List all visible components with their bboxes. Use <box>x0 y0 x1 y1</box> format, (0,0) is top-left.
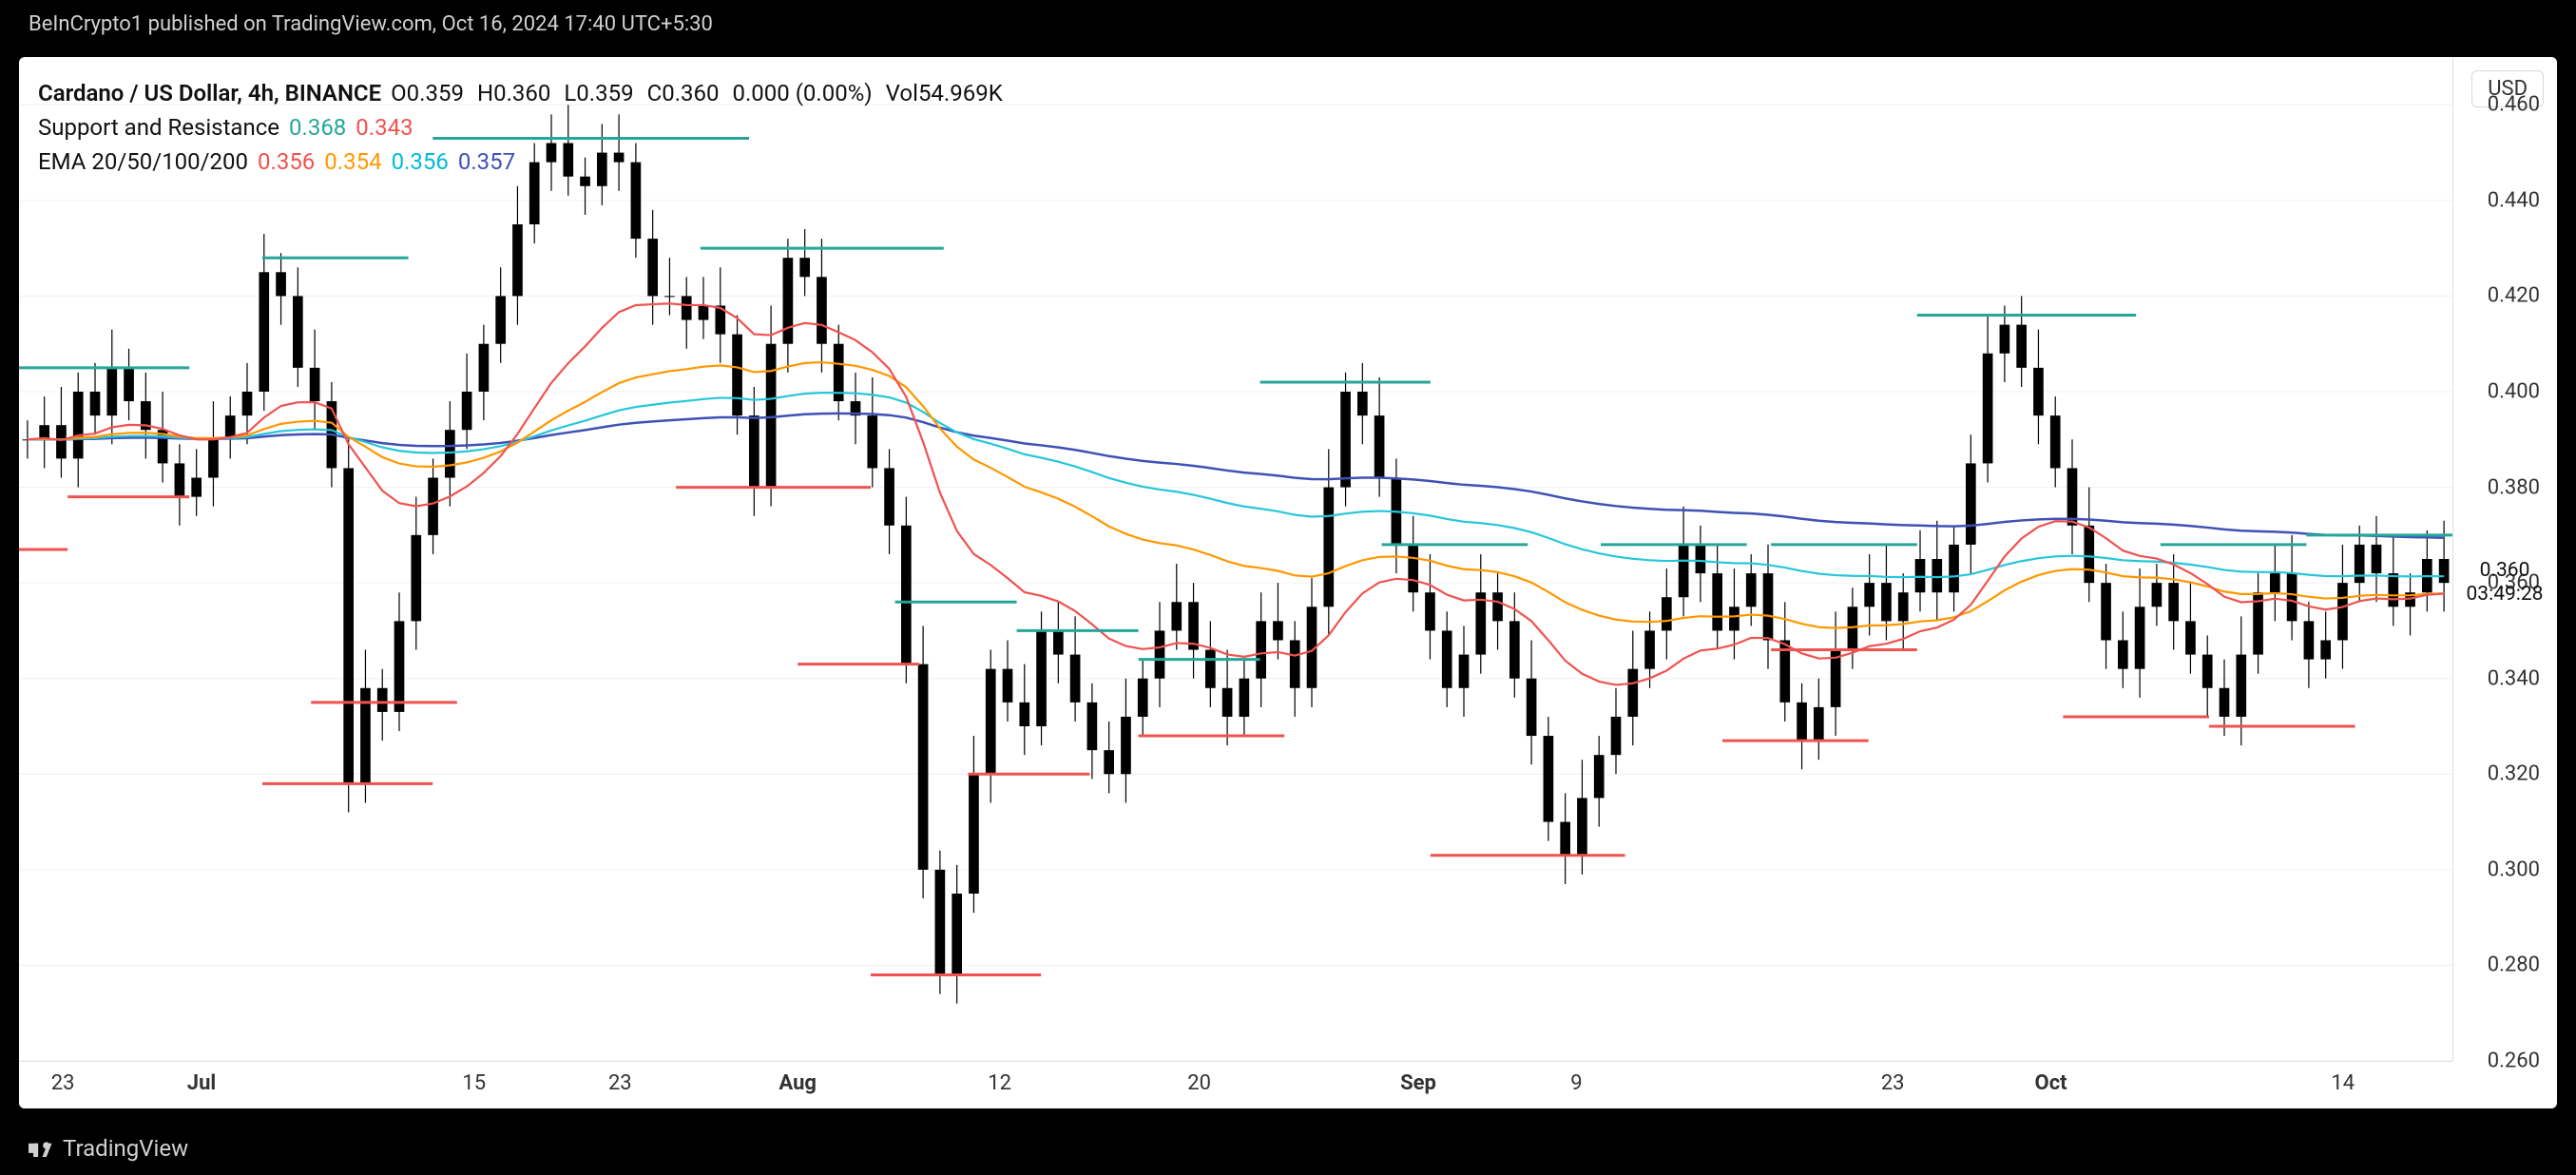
ema20-value: 0.356 <box>258 144 315 179</box>
sr-resistance-value: 0.368 <box>289 110 346 144</box>
plot-area[interactable] <box>19 57 2452 1061</box>
price-tick: 0.260 <box>2488 1050 2540 1073</box>
time-tick: 14 <box>2331 1071 2355 1095</box>
sr-indicator-label: Support and Resistance <box>38 110 279 144</box>
countdown-timer: 03:49:28 <box>2452 583 2557 607</box>
current-price-flag: 0.360 03:49:28 <box>2452 557 2557 608</box>
price-axis[interactable]: USD 0.2600.2800.3000.3200.3400.3600.3800… <box>2452 57 2557 1061</box>
sr-support-value: 0.343 <box>356 110 413 144</box>
price-tick: 0.280 <box>2488 953 2540 977</box>
time-tick: 9 <box>1570 1071 1582 1095</box>
price-tick: 0.380 <box>2488 475 2540 499</box>
footer-brand: TradingView <box>63 1135 188 1162</box>
price-tick: 0.400 <box>2488 380 2540 404</box>
ohlc-c: C0.360 <box>647 76 720 110</box>
ohlc-o: O0.359 <box>391 76 464 110</box>
price-tick: 0.320 <box>2488 762 2540 786</box>
time-tick: Sep <box>1400 1071 1436 1095</box>
ema50-value: 0.354 <box>324 144 381 179</box>
price-tick: 0.300 <box>2488 857 2540 881</box>
tradingview-logo-icon <box>29 1136 53 1161</box>
time-tick: Jul <box>187 1071 216 1095</box>
time-tick: 15 <box>462 1071 486 1095</box>
time-tick: 23 <box>608 1071 632 1095</box>
publisher-text: BeInCrypto1 published on TradingView.com… <box>29 12 713 36</box>
price-tick: 0.460 <box>2488 93 2540 117</box>
footer-bar: TradingView <box>29 1135 188 1162</box>
time-tick: 23 <box>51 1071 75 1095</box>
time-tick: Aug <box>779 1071 817 1095</box>
symbol-title: Cardano / US Dollar, 4h, BINANCE <box>38 76 381 110</box>
time-tick: 20 <box>1187 1071 1211 1095</box>
ohlc-values: O0.359 H0.360 L0.359 C0.360 0.000 (0.00%… <box>391 76 1003 110</box>
chart-container: Cardano / US Dollar, 4h, BINANCE O0.359 … <box>19 57 2557 1108</box>
time-tick: Oct <box>2035 1071 2067 1095</box>
time-axis[interactable]: 23 Jul 15 23 Aug 12 20 Sep 9 23 Oct 14 <box>19 1061 2452 1108</box>
time-tick: 23 <box>1881 1071 1905 1095</box>
price-tick: 0.340 <box>2488 666 2540 690</box>
header-bar: BeInCrypto1 published on TradingView.com… <box>0 0 2576 48</box>
ema100-value: 0.356 <box>392 144 449 179</box>
ohlc-chg: 0.000 (0.00%) <box>732 76 872 110</box>
ema200-value: 0.357 <box>458 144 515 179</box>
time-tick: 12 <box>988 1071 1011 1095</box>
current-price-value: 0.360 <box>2452 559 2557 583</box>
price-tick: 0.440 <box>2488 188 2540 212</box>
ema-indicator-label: EMA 20/50/100/200 <box>38 144 248 179</box>
price-tick: 0.420 <box>2488 284 2540 308</box>
ohlc-l: L0.359 <box>564 76 633 110</box>
ohlc-h: H0.360 <box>477 76 550 110</box>
ohlc-vol: Vol54.969K <box>886 76 1003 110</box>
chart-legend: Cardano / US Dollar, 4h, BINANCE O0.359 … <box>38 76 1003 179</box>
